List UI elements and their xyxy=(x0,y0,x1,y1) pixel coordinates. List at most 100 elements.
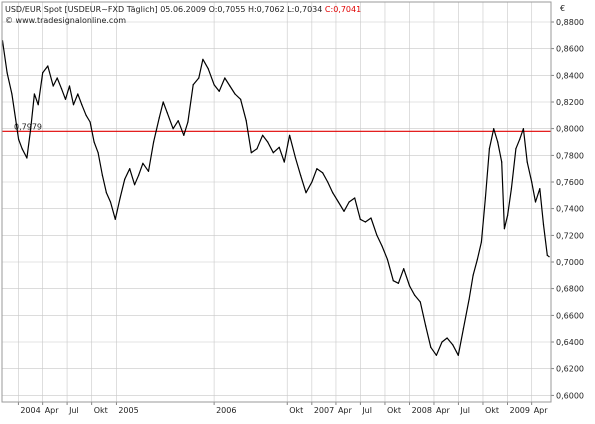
x-tick-label: 2006 xyxy=(216,406,236,415)
ohl-values: O:0,7055 H:0,7062 L:0,7034 xyxy=(209,5,323,14)
price-point xyxy=(105,192,107,194)
y-tick-label: 0,7600 xyxy=(556,178,584,187)
quote-date: 05.06.2009 xyxy=(160,5,206,14)
price-point xyxy=(472,274,474,276)
price-point xyxy=(354,197,356,199)
price-point xyxy=(11,93,13,95)
price-point xyxy=(114,218,116,220)
price-point xyxy=(493,128,495,130)
price-point xyxy=(47,65,49,67)
price-point xyxy=(278,146,280,148)
price-point xyxy=(245,120,247,122)
price-point xyxy=(224,77,226,79)
price-point xyxy=(213,84,215,86)
price-point xyxy=(539,188,541,190)
price-point xyxy=(364,221,366,223)
price-point xyxy=(507,214,509,216)
price-point xyxy=(534,201,537,203)
price-point xyxy=(81,104,83,106)
price-point xyxy=(510,188,512,190)
x-tick-label: 2005 xyxy=(118,406,138,415)
x-tick-label: Apr xyxy=(45,406,60,415)
price-point xyxy=(515,148,517,150)
price-point xyxy=(177,120,179,122)
price-point xyxy=(262,134,264,136)
price-point xyxy=(343,210,345,212)
price-point xyxy=(6,72,8,74)
y-tick-label: 0,7200 xyxy=(556,231,584,240)
x-tick-label: 2008 xyxy=(412,406,432,415)
price-point xyxy=(497,141,499,143)
price-point xyxy=(187,121,189,123)
price-point xyxy=(441,341,443,343)
price-point xyxy=(462,328,464,330)
y-tick-label: 0,8400 xyxy=(556,71,584,80)
price-point xyxy=(452,344,454,346)
x-tick-label: Apr xyxy=(534,406,549,415)
price-point xyxy=(129,168,131,170)
price-point xyxy=(430,346,432,348)
price-point xyxy=(93,141,95,143)
price-point xyxy=(332,192,334,194)
y-tick-label: 0,7000 xyxy=(556,258,584,267)
price-point xyxy=(202,58,204,60)
price-point xyxy=(414,294,416,296)
price-point xyxy=(531,181,533,183)
price-point xyxy=(457,354,459,356)
y-tick-label: 0,8200 xyxy=(556,98,584,107)
price-point xyxy=(322,172,324,174)
price-point xyxy=(77,93,79,95)
price-point xyxy=(305,192,307,194)
x-axis-ticks: 2004 Apr Jul Okt 2005 2006 Okt 2007 Apr Jul Okt 200… xyxy=(17,402,549,415)
price-point xyxy=(403,268,405,270)
price-point xyxy=(240,98,242,100)
price-point xyxy=(134,184,136,186)
price-point xyxy=(183,134,185,136)
plot-frame xyxy=(1,1,552,403)
y-tick-label: 0,6400 xyxy=(556,338,584,347)
price-point xyxy=(267,141,269,143)
price-point xyxy=(327,181,329,183)
price-point xyxy=(52,85,54,87)
price-point xyxy=(56,77,58,79)
price-point xyxy=(381,245,383,247)
price-point xyxy=(311,181,313,183)
price-point xyxy=(138,174,140,176)
x-tick-label: Okt xyxy=(94,406,108,415)
price-point xyxy=(64,98,67,100)
x-tick-label: Okt xyxy=(485,406,499,415)
x-tick-label: Jul xyxy=(459,406,470,415)
price-point xyxy=(409,285,411,287)
y-tick-label: 0,8000 xyxy=(556,125,584,134)
price-point xyxy=(30,128,32,130)
price-point xyxy=(229,85,231,87)
price-point xyxy=(153,141,155,143)
price-point xyxy=(370,217,372,219)
y-tick-label: 0,7400 xyxy=(556,205,584,214)
price-point xyxy=(300,174,302,176)
price-point xyxy=(501,161,503,163)
price-point xyxy=(18,138,20,140)
price-point xyxy=(526,161,528,163)
series-layer xyxy=(1,40,550,356)
price-point xyxy=(119,197,121,199)
price-point xyxy=(376,234,378,236)
reference-layer: 0,7979 xyxy=(2,122,551,132)
price-point xyxy=(218,90,220,92)
price-point xyxy=(89,121,91,123)
price-point xyxy=(85,114,87,116)
chart-title-line: USD/EUR Spot [USDEUR~FXD Täglich] 05.06.… xyxy=(5,5,361,14)
price-point xyxy=(124,178,126,180)
plot-area xyxy=(2,2,551,402)
price-point xyxy=(294,157,297,159)
y-tick-label: 0,6200 xyxy=(556,365,584,374)
price-point xyxy=(234,93,236,95)
price-point xyxy=(21,148,23,150)
price-point xyxy=(548,256,550,258)
price-point xyxy=(446,337,448,339)
price-point xyxy=(419,301,421,303)
price-point xyxy=(109,201,112,203)
y-tick-label: 0,6600 xyxy=(556,311,584,320)
price-point xyxy=(480,241,482,243)
